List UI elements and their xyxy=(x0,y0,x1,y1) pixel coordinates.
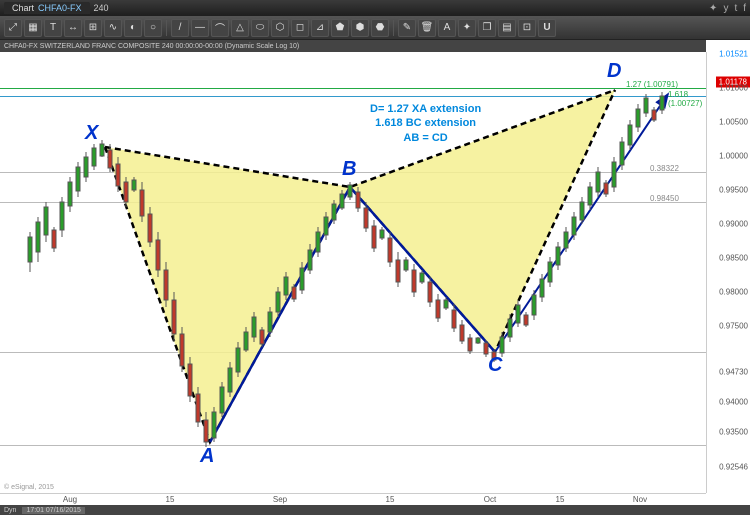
tool-circle-icon[interactable]: ○ xyxy=(144,19,162,37)
fib-984: 0.98450 xyxy=(650,194,679,203)
social-icon[interactable]: f xyxy=(743,3,746,14)
fib-38: 0.38322 xyxy=(650,164,679,173)
tool-draw-icon[interactable]: ✎ xyxy=(398,19,416,37)
toolbar-separator xyxy=(166,20,167,36)
label-C: C xyxy=(488,354,502,377)
social-icon[interactable]: t xyxy=(734,3,737,14)
label-X: X xyxy=(85,122,98,145)
fib-127: 1.27 (1.00791) xyxy=(626,80,678,89)
tool-box-icon[interactable]: ⊡ xyxy=(518,19,536,37)
y-tick-label: 1.00000 xyxy=(719,152,748,161)
tool-arrow-icon[interactable]: ↔ xyxy=(64,19,82,37)
label-D: D xyxy=(607,60,621,83)
titlebar: Chart CHFA0-FX 240 ✦ y t f xyxy=(0,0,750,16)
annot-line-3: AB = CD xyxy=(370,131,481,145)
tool-rect-icon[interactable]: ◻ xyxy=(291,19,309,37)
tab-app-label: Chart xyxy=(12,3,34,13)
tool-hline-icon[interactable]: — xyxy=(191,19,209,37)
chart-svg xyxy=(0,52,706,493)
time-label: 17:01 07/16/2015 xyxy=(22,507,85,514)
tool-hexagon-icon[interactable]: ⬡ xyxy=(271,19,289,37)
x-tick-label: Aug xyxy=(63,495,77,504)
tool-hexfill-icon[interactable]: ⬢ xyxy=(351,19,369,37)
tool-copy-icon[interactable]: ❐ xyxy=(478,19,496,37)
social-icon[interactable]: y xyxy=(723,3,728,14)
fib-1618: 1.618 (1.00727) xyxy=(668,90,706,108)
tool-grid-icon[interactable]: ⊞ xyxy=(84,19,102,37)
dyn-label: Dyn xyxy=(4,507,16,514)
y-tick-label: 0.99000 xyxy=(719,220,748,229)
tool-arc-icon[interactable]: ⌒ xyxy=(211,19,229,37)
y-tick-label: 0.93500 xyxy=(719,428,748,437)
x-tick-label: Oct xyxy=(484,495,496,504)
annotation-block: D= 1.27 XA extension 1.618 BC extension … xyxy=(370,102,481,145)
x-tick-label: Sep xyxy=(273,495,287,504)
chart-tab[interactable]: Chart CHFA0-FX xyxy=(4,2,90,14)
label-B: B xyxy=(342,158,356,181)
tool-delete-icon[interactable]: 🗑 xyxy=(418,19,436,37)
x-tick-label: 15 xyxy=(166,495,175,504)
tab-symbol: CHFA0-FX xyxy=(38,3,82,13)
copyright: © eSignal, 2015 xyxy=(4,484,54,491)
tool-right-tri-icon[interactable]: ⊿ xyxy=(311,19,329,37)
y-tick-label: 1.00500 xyxy=(719,118,748,127)
y-tick-label: 0.98000 xyxy=(719,288,748,297)
tool-theme-icon[interactable]: ◐ xyxy=(124,19,142,37)
social-icon[interactable]: ✦ xyxy=(709,3,717,14)
tool-layout-icon[interactable]: ▦ xyxy=(24,19,42,37)
x-axis: Aug 15 Sep 15 Oct 15 Nov xyxy=(0,493,706,505)
y-tick-label: 0.92546 xyxy=(719,463,748,472)
tool-cursor-icon[interactable]: ⤢ xyxy=(4,19,22,37)
tool-wave-icon[interactable]: ∿ xyxy=(104,19,122,37)
info-text: CHFA0-FX SWITZERLAND FRANC COMPOSITE 240… xyxy=(4,43,299,50)
drawing-toolbar: ⤢ ▦ T ↔ ⊞ ∿ ◐ ○ / — ⌒ △ ⬭ ⬡ ◻ ⊿ ⬟ ⬢ ⬣ ✎ … xyxy=(0,16,750,40)
y-top-value: 1.01521 xyxy=(719,50,748,59)
tool-pentagon-icon[interactable]: ⬟ xyxy=(331,19,349,37)
x-tick-label: 15 xyxy=(556,495,565,504)
titlebar-right-icons: ✦ y t f xyxy=(709,3,746,14)
tool-triangle-icon[interactable]: △ xyxy=(231,19,249,37)
tool-star-icon[interactable]: ✦ xyxy=(458,19,476,37)
tool-ellipse-icon[interactable]: ⬭ xyxy=(251,19,269,37)
y-axis: 1.01521 1.01178 1.010001.005001.000000.9… xyxy=(706,52,750,493)
tool-line-icon[interactable]: / xyxy=(171,19,189,37)
tool-hex2-icon[interactable]: ⬣ xyxy=(371,19,389,37)
tool-text-icon[interactable]: T xyxy=(44,19,62,37)
x-tick-label: Nov xyxy=(633,495,647,504)
y-tick-label: 0.98500 xyxy=(719,254,748,263)
annot-line-1: D= 1.27 XA extension xyxy=(370,102,481,116)
y-tick-label: 0.97500 xyxy=(719,322,748,331)
y-tick-label: 0.94730 xyxy=(719,368,748,377)
annot-line-2: 1.618 BC extension xyxy=(370,116,481,130)
tool-annot-icon[interactable]: A xyxy=(438,19,456,37)
x-tick-label: 15 xyxy=(386,495,395,504)
bottom-strip: Dyn 17:01 07/16/2015 xyxy=(0,505,750,515)
y-tick-label: 1.01000 xyxy=(719,84,748,93)
info-strip: CHFA0-FX SWITZERLAND FRANC COMPOSITE 240… xyxy=(0,40,706,52)
interval-label: 240 xyxy=(94,3,109,13)
label-A: A xyxy=(200,445,214,468)
tool-underline-icon[interactable]: U xyxy=(538,19,556,37)
y-tick-label: 0.94000 xyxy=(719,398,748,407)
y-tick-label: 0.99500 xyxy=(719,186,748,195)
toolbar-separator xyxy=(393,20,394,36)
plot-region[interactable]: X A B C D D= 1.27 XA extension 1.618 BC … xyxy=(0,52,706,493)
chart-area[interactable]: CHFA0-FX SWITZERLAND FRANC COMPOSITE 240… xyxy=(0,40,750,515)
tool-list-icon[interactable]: ▤ xyxy=(498,19,516,37)
